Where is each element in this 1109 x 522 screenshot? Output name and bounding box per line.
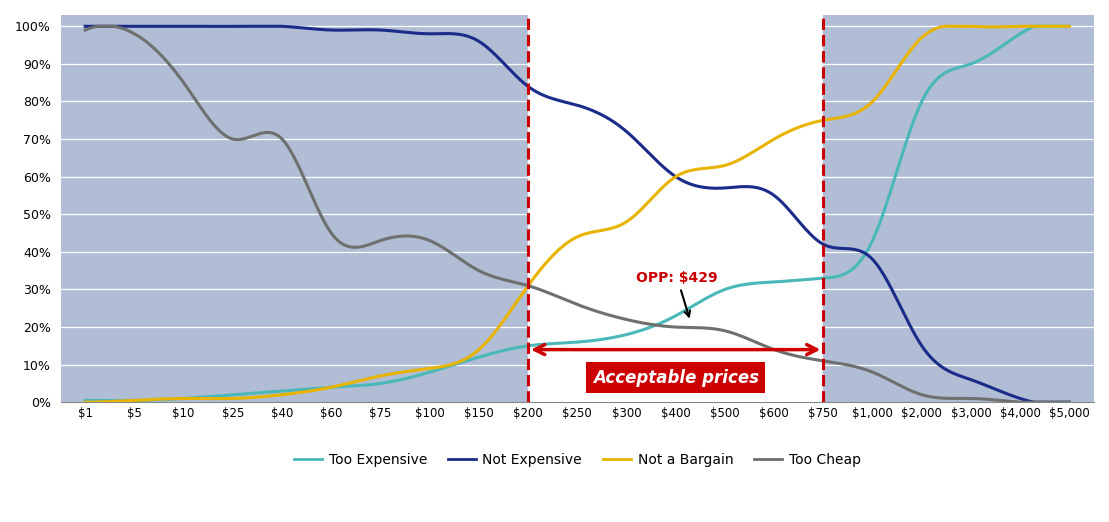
Bar [528,15,823,402]
Text: Acceptable prices: Acceptable prices [592,369,759,387]
Bar [823,15,1093,402]
Text: OPP: $429: OPP: $429 [637,271,718,316]
Bar [61,15,528,402]
Legend: Too Expensive, Not Expensive, Not a Bargain, Too Cheap: Too Expensive, Not Expensive, Not a Barg… [288,448,866,473]
